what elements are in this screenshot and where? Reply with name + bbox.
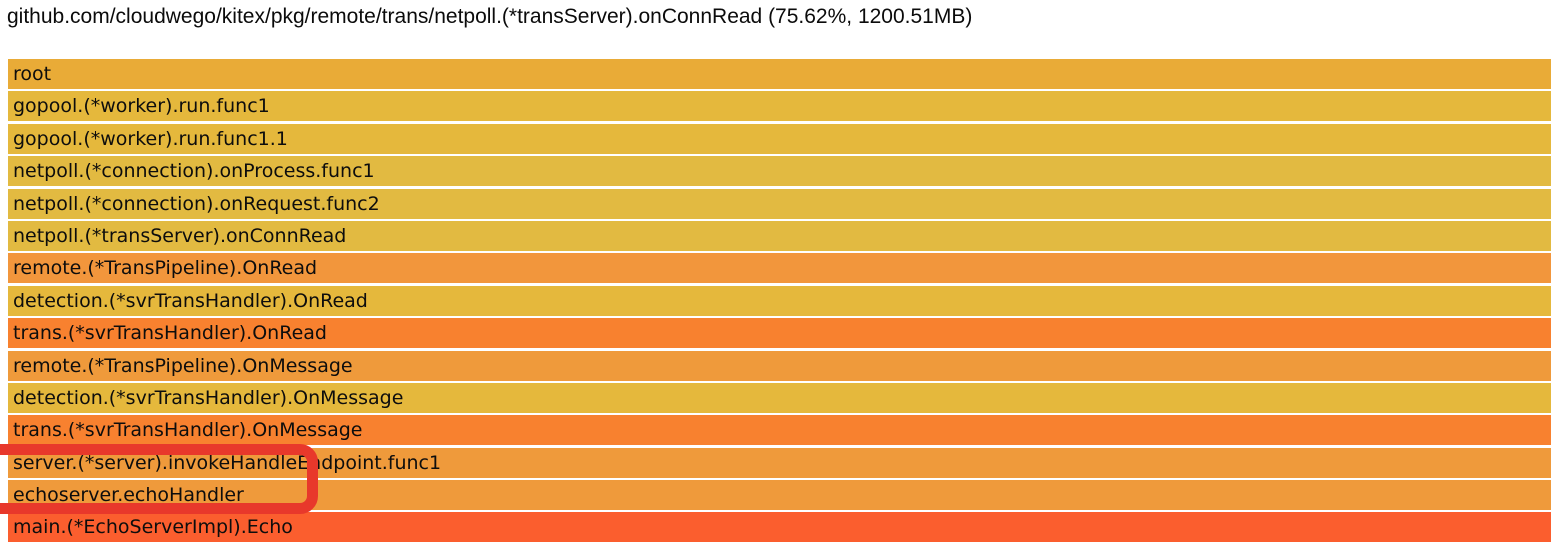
flame-bar-label: netpoll.(*connection).onRequest.func2 [13, 192, 380, 215]
flame-bar-label: main.(*EchoServerImpl).Echo [13, 516, 293, 539]
flame-bar-label: gopool.(*worker).run.func1 [13, 95, 270, 118]
flame-bar[interactable]: server.(*server).invokeHandleEndpoint.fu… [8, 447, 1551, 478]
flame-bar-label: detection.(*svrTransHandler).OnRead [13, 289, 368, 312]
flame-bar[interactable]: trans.(*svrTransHandler).OnRead [8, 318, 1551, 349]
flamegraph: root gopool.(*worker).run.func1 gopool.(*w… [8, 59, 1551, 542]
flame-bar-label: trans.(*svrTransHandler).OnMessage [13, 419, 363, 442]
flame-bar[interactable]: echoserver.echoHandler [8, 480, 1551, 511]
flame-bar[interactable]: netpoll.(*connection).onRequest.func2 [8, 188, 1551, 219]
flame-bar[interactable]: gopool.(*worker).run.func1 [8, 91, 1551, 122]
flame-bar[interactable]: main.(*EchoServerImpl).Echo [8, 512, 1551, 542]
flame-bar-label: remote.(*TransPipeline).OnMessage [13, 354, 353, 377]
flame-bar-label: root [13, 63, 52, 85]
flame-bar[interactable]: netpoll.(*connection).onProcess.func1 [8, 156, 1551, 187]
flame-bar-label: remote.(*TransPipeline).OnRead [13, 257, 318, 280]
flame-bar-label: trans.(*svrTransHandler).OnRead [13, 322, 327, 345]
flame-bar[interactable]: remote.(*TransPipeline).OnRead [8, 253, 1551, 284]
flame-bar-label: echoserver.echoHandler [13, 484, 244, 507]
flame-bar-label: detection.(*svrTransHandler).OnMessage [13, 386, 404, 409]
flame-bar-label: netpoll.(*connection).onProcess.func1 [13, 160, 375, 183]
flame-bar[interactable]: gopool.(*worker).run.func1.1 [8, 123, 1551, 154]
flame-bar-label: server.(*server).invokeHandleEndpoint.fu… [13, 451, 442, 474]
flame-bar[interactable]: remote.(*TransPipeline).OnMessage [8, 350, 1551, 381]
flame-bar-label: netpoll.(*transServer).onConnRead [13, 224, 347, 247]
flame-bar[interactable]: detection.(*svrTransHandler).OnMessage [8, 382, 1551, 413]
flame-bar[interactable]: root [8, 59, 1551, 89]
flame-bar[interactable]: trans.(*svrTransHandler).OnMessage [8, 415, 1551, 446]
flame-bar-label: gopool.(*worker).run.func1.1 [13, 127, 288, 150]
flame-bar[interactable]: netpoll.(*transServer).onConnRead [8, 220, 1551, 251]
flame-bar[interactable]: detection.(*svrTransHandler).OnRead [8, 285, 1551, 316]
flamegraph-selected-node-title: github.com/cloudwego/kitex/pkg/remote/tr… [7, 5, 973, 28]
